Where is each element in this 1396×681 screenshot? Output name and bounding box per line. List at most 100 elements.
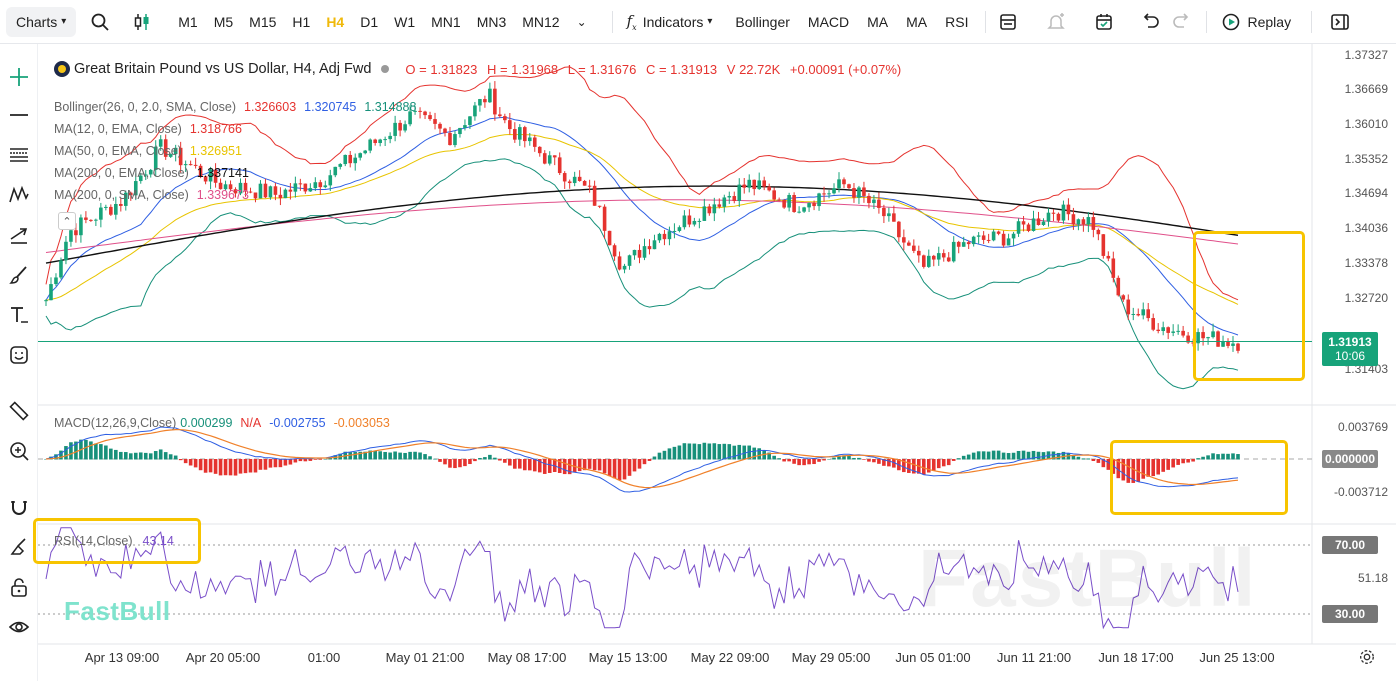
candle-body [956,241,961,247]
alert-bell-icon[interactable] [1042,7,1070,37]
macd-value-histogram: 0.000299 [180,416,233,430]
eraser-icon[interactable] [6,534,32,560]
macd-histogram-bar [712,443,717,460]
candle-body [114,203,118,215]
timeframe-m15[interactable]: M15 [249,13,277,30]
calendar-icon[interactable] [1090,7,1118,37]
replay-button[interactable]: Replay [1215,7,1297,37]
volume-value: V 22.72K [726,61,781,77]
macd-histogram-bar [143,452,148,460]
macd-histogram-bar [812,459,816,465]
timeframe-m1[interactable]: M1 [178,13,198,30]
undo-icon[interactable] [1138,7,1166,37]
macd-histogram-bar [84,439,88,460]
macd-histogram-bar [1196,458,1200,460]
macd-histogram-bar [767,452,771,460]
candle-body [84,217,88,220]
macd-histogram-bar [966,454,971,460]
candle-body [263,183,268,198]
timeframe-m5[interactable]: M5 [213,13,234,30]
rsi-label: RSI(14,Close) [54,534,133,548]
candle-body [208,169,213,182]
indicator-legend-row[interactable]: Bollinger(26, 0, 2.0, SMA, Close) 1.32660… [54,100,420,114]
candle-body [1186,335,1190,343]
text-tool-icon[interactable] [6,302,32,328]
zoom-in-icon[interactable] [6,438,32,464]
magnet-icon[interactable] [6,494,32,520]
indicator-legend-row[interactable]: MA(50, 0, EMA, Close) 1.326951 [54,144,246,158]
macd-histogram-bar [602,459,607,474]
emoji-icon[interactable] [6,342,32,368]
indicator-legend-row[interactable]: MA(12, 0, EMA, Close) 1.318766 [54,122,246,136]
indicator-shortcut-ma-2[interactable]: MA [867,13,889,30]
candle-body [712,204,717,214]
macd-histogram-bar [637,459,642,469]
trend-arrow-icon[interactable] [6,222,32,248]
candle-body [1126,299,1131,315]
collapse-legend-button[interactable]: ⌃ [58,212,76,230]
divider [611,10,613,33]
candle-body [1211,331,1215,338]
timeframe-d1[interactable]: D1 [360,13,379,30]
candle-body [1136,313,1141,316]
ruler-icon[interactable] [6,398,32,424]
timeframe-mn12[interactable]: MN12 [522,13,560,30]
indicator-legend-row[interactable]: MA(200, 0, SMA, Close) 1.339673 [54,188,253,202]
settings-gear-icon[interactable] [1358,648,1376,666]
timeframe-h1[interactable]: H1 [292,13,311,30]
redo-icon[interactable] [1166,7,1194,37]
candle-body [832,188,836,194]
macd-histogram-bar [827,458,831,460]
candle-body [862,187,866,196]
candle-body [1166,327,1170,333]
exit-fullscreen-icon[interactable] [1326,7,1354,37]
pattern-icon[interactable] [6,182,32,208]
brush-icon[interactable] [6,262,32,288]
timeframe-w1[interactable]: W1 [394,13,416,30]
candle-body [612,245,617,257]
lock-icon[interactable] [6,574,32,600]
drawing-toolbar [0,44,38,681]
indicator-shortcut-rsi-4[interactable]: RSI [945,13,969,30]
macd-histogram-bar [777,458,781,460]
macd-histogram-bar [408,451,412,460]
search-icon[interactable] [86,7,114,37]
chevron-down-icon[interactable]: ⌄ [576,14,587,29]
chart-canvas[interactable] [38,44,1396,681]
timeframe-h4[interactable]: H4 [326,13,345,30]
candle-body [697,220,702,222]
macd-histogram-bar [867,459,871,462]
rsi-mid-label: 51.18 [1357,571,1388,585]
charts-menu-button[interactable]: Charts ▾ [6,6,77,37]
candlestick-type-icon[interactable] [128,7,156,37]
macd-histogram-bar [852,457,856,460]
indicator-shortcut-ma-3[interactable]: MA [906,13,928,30]
macd-histogram-bar [996,450,1001,460]
timeframe-mn3[interactable]: MN3 [476,13,507,30]
macd-histogram-bar [128,453,133,460]
timeframe-mn1[interactable]: MN1 [431,13,461,30]
candle-body [378,139,382,144]
layout-icon[interactable] [994,7,1022,37]
candle-body [1111,258,1116,278]
indicator-shortcut-bollinger-0[interactable]: Bollinger [735,13,790,30]
horizontal-line-icon[interactable] [6,102,32,128]
candle-body [787,194,791,208]
crosshair-icon[interactable] [6,64,32,90]
time-axis-label: May 08 17:00 [487,650,567,665]
time-axis-label: Jun 18 17:00 [1098,650,1174,665]
eye-icon[interactable] [6,614,32,640]
candle-body [692,220,697,225]
candle-body [408,111,412,125]
price-axis-label: 1.34694 [1344,186,1388,200]
candle-body [931,255,936,260]
candle-body [1221,341,1225,347]
fib-lines-icon[interactable] [6,142,32,168]
indicator-shortcut-macd-1[interactable]: MACD [807,13,850,30]
candle-body [1146,309,1151,319]
indicators-button[interactable]: fx Indicators ▾ [621,7,719,37]
macd-histogram-bar [398,452,402,460]
macd-histogram-bar [223,459,228,476]
indicator-legend-row[interactable]: MA(200, 0, EMA, Close) 1.337141 [54,166,253,180]
chart-area[interactable]: FastBull Great Britain Pound vs US Dolla… [33,44,1396,681]
